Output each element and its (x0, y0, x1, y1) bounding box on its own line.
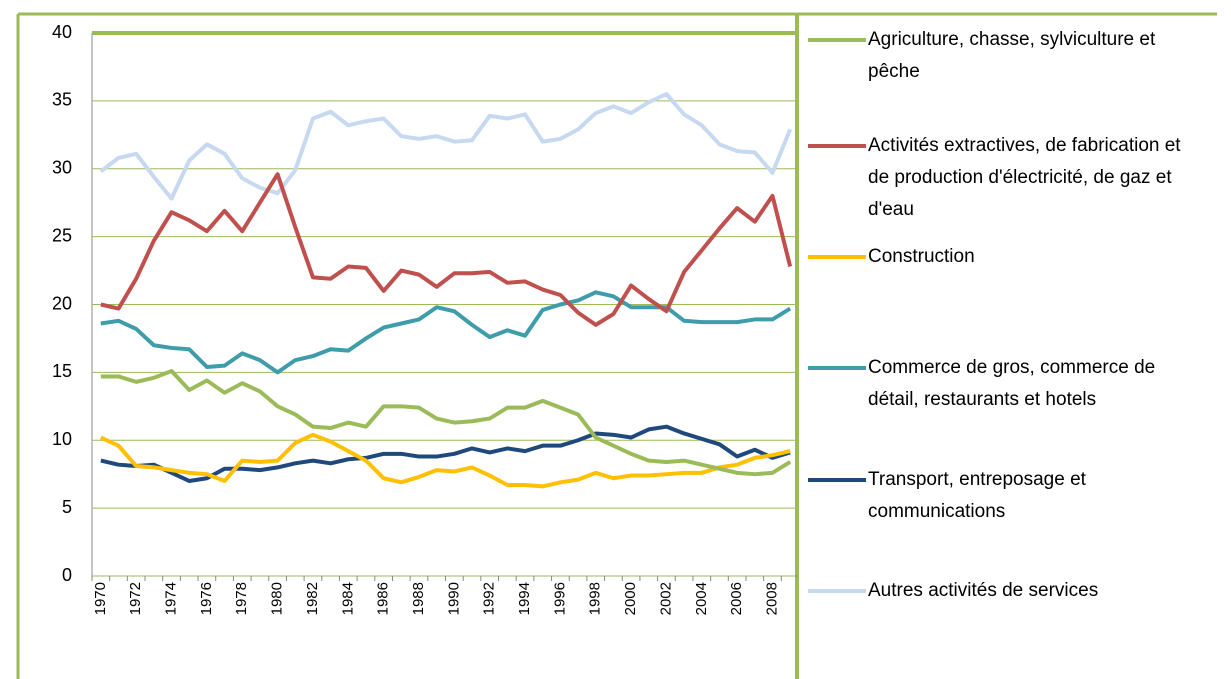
x-tick-label: 1988 (410, 582, 427, 615)
y-tick-label: 35 (52, 90, 72, 110)
y-tick-label: 30 (52, 158, 72, 178)
y-tick-label: 5 (62, 497, 72, 517)
x-tick-label: 1998 (587, 582, 604, 615)
y-tick-label: 25 (52, 225, 72, 245)
x-tick-label: 1984 (339, 582, 356, 615)
legend-label: Agriculture, chasse, sylviculture et pêc… (868, 29, 1156, 82)
y-tick-label: 15 (52, 361, 72, 381)
x-tick-label: 2004 (693, 582, 710, 615)
legend-label: Activités extractives, de fabrication et… (868, 135, 1181, 220)
x-tick-label: 1986 (375, 582, 392, 615)
series-line (100, 432, 791, 489)
x-tick-label: 1970 (92, 582, 109, 615)
series-line (100, 369, 792, 477)
series-line (100, 424, 791, 483)
x-tick-label: 2008 (763, 582, 780, 615)
x-tick-label: 1994 (516, 582, 533, 615)
legend-label: Commerce de gros, commerce de détail, re… (868, 357, 1156, 410)
legend-label: Autres activités de services (868, 580, 1099, 601)
x-tick-label: 1996 (551, 582, 568, 615)
legend-label: Construction (868, 246, 975, 267)
x-tick-label: 1978 (233, 582, 250, 615)
y-tick-label: 20 (52, 293, 72, 313)
x-tick-label: 1976 (198, 582, 215, 615)
x-tick-label: 2006 (728, 582, 745, 615)
x-tick-label: 1982 (304, 582, 321, 615)
y-tick-label: 40 (52, 22, 72, 42)
y-tick-label: 10 (52, 429, 72, 449)
y-tick-label: 0 (62, 565, 72, 585)
legend-label: Transport, entreposage et communications (868, 469, 1086, 522)
x-tick-label: 1990 (445, 582, 462, 615)
x-tick-label: 2002 (657, 582, 674, 615)
series-line (99, 92, 793, 201)
x-tick-label: 2000 (622, 582, 639, 615)
x-tick-label: 1992 (481, 582, 498, 615)
x-tick-label: 1980 (269, 582, 286, 615)
series-line (100, 290, 792, 375)
series-line (100, 172, 793, 327)
x-tick-label: 1972 (127, 582, 144, 615)
x-tick-label: 1974 (163, 582, 180, 615)
